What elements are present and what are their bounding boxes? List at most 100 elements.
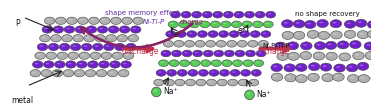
Ellipse shape: [204, 13, 208, 15]
Ellipse shape: [284, 64, 296, 72]
Ellipse shape: [245, 50, 256, 57]
Ellipse shape: [259, 40, 268, 47]
Ellipse shape: [377, 43, 378, 45]
Ellipse shape: [290, 44, 293, 46]
Ellipse shape: [375, 65, 378, 66]
Ellipse shape: [156, 70, 166, 76]
Ellipse shape: [240, 31, 250, 37]
Ellipse shape: [211, 21, 220, 28]
Ellipse shape: [115, 43, 125, 51]
Ellipse shape: [226, 52, 230, 53]
Ellipse shape: [310, 33, 314, 34]
Ellipse shape: [92, 54, 96, 56]
Ellipse shape: [349, 66, 353, 68]
Ellipse shape: [331, 31, 342, 39]
Ellipse shape: [366, 44, 370, 46]
Ellipse shape: [121, 61, 132, 68]
Ellipse shape: [282, 20, 293, 28]
Ellipse shape: [96, 70, 107, 77]
Ellipse shape: [304, 20, 316, 29]
Ellipse shape: [177, 81, 180, 82]
Ellipse shape: [104, 43, 114, 51]
Text: discharge: discharge: [121, 47, 159, 56]
Ellipse shape: [59, 43, 70, 51]
Ellipse shape: [69, 19, 72, 21]
Ellipse shape: [133, 28, 136, 29]
Ellipse shape: [249, 79, 259, 86]
Ellipse shape: [193, 50, 203, 57]
Ellipse shape: [198, 70, 208, 76]
Ellipse shape: [186, 42, 190, 44]
Ellipse shape: [181, 23, 184, 24]
Ellipse shape: [170, 23, 174, 24]
Ellipse shape: [333, 73, 344, 81]
Ellipse shape: [128, 35, 139, 42]
Ellipse shape: [246, 93, 250, 95]
Ellipse shape: [314, 42, 326, 50]
Ellipse shape: [161, 62, 164, 63]
Ellipse shape: [161, 50, 171, 57]
Ellipse shape: [174, 52, 177, 53]
Ellipse shape: [119, 37, 123, 38]
Ellipse shape: [256, 50, 266, 57]
Ellipse shape: [180, 60, 190, 67]
Ellipse shape: [248, 52, 251, 53]
Ellipse shape: [190, 60, 200, 67]
Ellipse shape: [365, 51, 376, 60]
Ellipse shape: [359, 65, 364, 66]
Ellipse shape: [242, 21, 252, 28]
Ellipse shape: [374, 41, 378, 49]
Ellipse shape: [271, 73, 283, 81]
Ellipse shape: [68, 63, 71, 64]
Ellipse shape: [330, 20, 342, 28]
Ellipse shape: [355, 54, 359, 56]
Ellipse shape: [221, 33, 224, 34]
Ellipse shape: [170, 11, 181, 18]
Ellipse shape: [91, 19, 94, 21]
Ellipse shape: [106, 35, 116, 42]
Ellipse shape: [339, 53, 350, 61]
Ellipse shape: [184, 40, 194, 47]
Ellipse shape: [275, 42, 286, 50]
Ellipse shape: [90, 52, 101, 59]
Ellipse shape: [232, 21, 242, 28]
Ellipse shape: [153, 90, 157, 92]
Ellipse shape: [111, 17, 121, 24]
Ellipse shape: [32, 72, 36, 73]
Ellipse shape: [102, 19, 105, 21]
Ellipse shape: [293, 31, 305, 39]
Ellipse shape: [324, 76, 328, 77]
Text: metal: metal: [11, 96, 33, 105]
Ellipse shape: [172, 50, 181, 57]
Ellipse shape: [75, 26, 86, 33]
Ellipse shape: [237, 40, 247, 47]
Ellipse shape: [66, 28, 70, 29]
Ellipse shape: [176, 31, 186, 37]
Text: Na⁺: Na⁺: [163, 87, 178, 96]
Ellipse shape: [113, 19, 116, 21]
Ellipse shape: [158, 60, 169, 67]
Ellipse shape: [103, 54, 107, 56]
Ellipse shape: [251, 70, 261, 76]
Ellipse shape: [218, 31, 229, 37]
Ellipse shape: [216, 40, 226, 47]
Ellipse shape: [168, 21, 178, 28]
Ellipse shape: [201, 60, 211, 67]
Ellipse shape: [95, 35, 105, 42]
Ellipse shape: [97, 26, 108, 33]
Ellipse shape: [97, 37, 101, 38]
Ellipse shape: [45, 17, 55, 24]
Ellipse shape: [215, 13, 218, 15]
Text: Na⁺: Na⁺: [256, 90, 271, 99]
Ellipse shape: [248, 40, 258, 47]
Ellipse shape: [255, 23, 258, 24]
Ellipse shape: [51, 35, 61, 42]
Ellipse shape: [37, 43, 48, 51]
Ellipse shape: [54, 61, 65, 68]
Ellipse shape: [296, 33, 300, 35]
Ellipse shape: [287, 42, 299, 50]
Ellipse shape: [172, 13, 176, 15]
Ellipse shape: [86, 37, 90, 38]
Ellipse shape: [75, 37, 79, 38]
Ellipse shape: [335, 75, 339, 77]
